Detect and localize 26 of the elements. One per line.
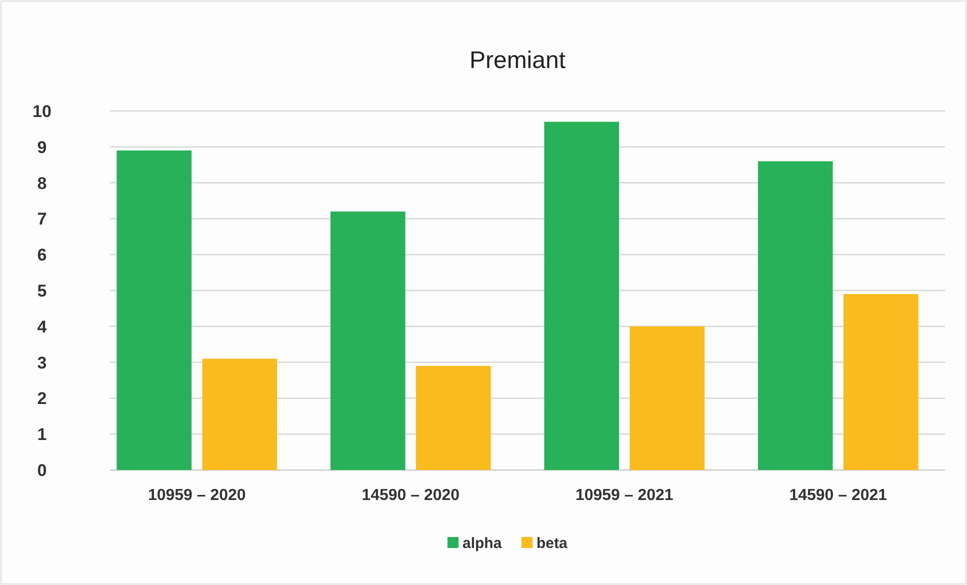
x-tick-label: 10959 – 2020 (148, 487, 246, 504)
y-tick-label: 3 (37, 353, 47, 372)
bar (202, 358, 278, 470)
x-tick-label: 10959 – 2021 (575, 487, 674, 504)
bar (544, 122, 620, 470)
bar (416, 366, 491, 470)
y-tick-label: 4 (37, 317, 48, 336)
legend-label: alpha (462, 535, 502, 552)
y-tick-label: 0 (37, 460, 47, 480)
y-tick-label: 8 (37, 174, 47, 193)
bar (843, 294, 918, 470)
chart-title: Premiant (469, 47, 566, 74)
bar (116, 150, 192, 470)
bar (330, 212, 406, 470)
y-tick-label: 10 (32, 102, 52, 121)
bar (758, 161, 833, 470)
y-tick-label: 9 (37, 138, 47, 157)
x-tick-label: 14590 – 2021 (789, 487, 888, 504)
y-tick-label: 1 (37, 425, 47, 444)
legend-label: beta (536, 535, 568, 552)
x-tick-label: 14590 – 2020 (362, 487, 460, 504)
bar (630, 326, 705, 470)
y-tick-label: 5 (37, 281, 47, 300)
y-tick-label: 6 (37, 246, 47, 265)
y-tick-label: 7 (37, 210, 47, 229)
y-tick-label: 2 (37, 389, 47, 408)
